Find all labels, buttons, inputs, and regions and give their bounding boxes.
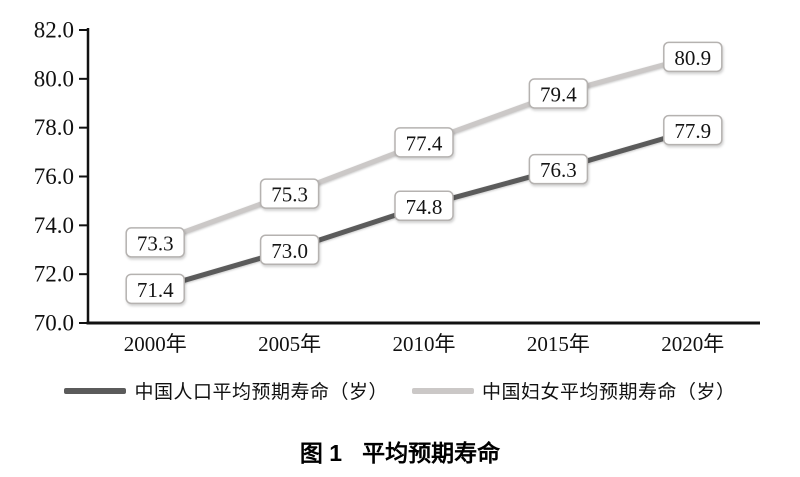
y-axis-label: 78.0 — [34, 115, 74, 140]
y-axis-label: 72.0 — [34, 262, 74, 287]
data-label: 71.4 — [137, 278, 174, 302]
legend-item-population: 中国人口平均预期寿命（岁） — [64, 377, 388, 404]
figure-caption-title: 平均预期寿命 — [362, 440, 501, 466]
data-label-box — [394, 190, 454, 222]
data-label: 79.4 — [540, 82, 577, 106]
x-axis-label: 2005年 — [258, 332, 321, 356]
data-label-box — [663, 114, 723, 146]
data-label-box — [528, 78, 589, 109]
data-label-box — [125, 273, 185, 305]
data-label: 75.3 — [271, 183, 308, 207]
data-label-box — [528, 153, 589, 185]
figure-caption: 图 1 平均预期寿命 — [0, 434, 800, 468]
x-axis-label: 2020年 — [661, 332, 724, 356]
y-axis-label: 76.0 — [34, 164, 74, 189]
data-label: 74.8 — [406, 195, 443, 219]
legend-line-swatch-dark — [64, 387, 127, 394]
data-label: 77.4 — [406, 131, 443, 155]
line-chart: 70.0 72.0 74.0 76.0 78.0 80.0 82.0 2000年 2005年 20… — [34, 18, 760, 356]
legend-line-swatch-light — [412, 387, 474, 394]
chart-legend: 中国人口平均预期寿命（岁） 中国妇女平均预期寿命（岁） — [0, 377, 800, 404]
data-label: 77.9 — [674, 119, 711, 143]
y-axis-label: 74.0 — [34, 213, 74, 238]
data-label-box — [259, 178, 320, 209]
y-axis-label: 80.0 — [34, 66, 74, 91]
x-axis-label: 2015年 — [527, 332, 590, 356]
legend-label-women: 中国妇女平均预期寿命（岁） — [482, 382, 736, 403]
figure-caption-number: 图 1 — [299, 440, 343, 466]
data-label-box — [394, 127, 454, 158]
legend-label-population: 中国人口平均预期寿命（岁） — [134, 382, 388, 403]
x-axis-label: 2000年 — [124, 332, 187, 356]
data-label: 76.3 — [540, 158, 577, 182]
data-label: 80.9 — [674, 46, 711, 70]
data-label: 73.3 — [137, 231, 174, 255]
legend-item-women: 中国妇女平均预期寿命（岁） — [412, 377, 736, 404]
data-label: 73.0 — [271, 239, 308, 263]
x-axis-label: 2010年 — [393, 332, 456, 356]
data-label-box — [125, 227, 185, 258]
y-axis-label: 70.0 — [34, 311, 74, 336]
y-axis-label: 82.0 — [34, 18, 74, 43]
data-label-box — [663, 41, 723, 73]
data-label-box — [259, 234, 320, 265]
